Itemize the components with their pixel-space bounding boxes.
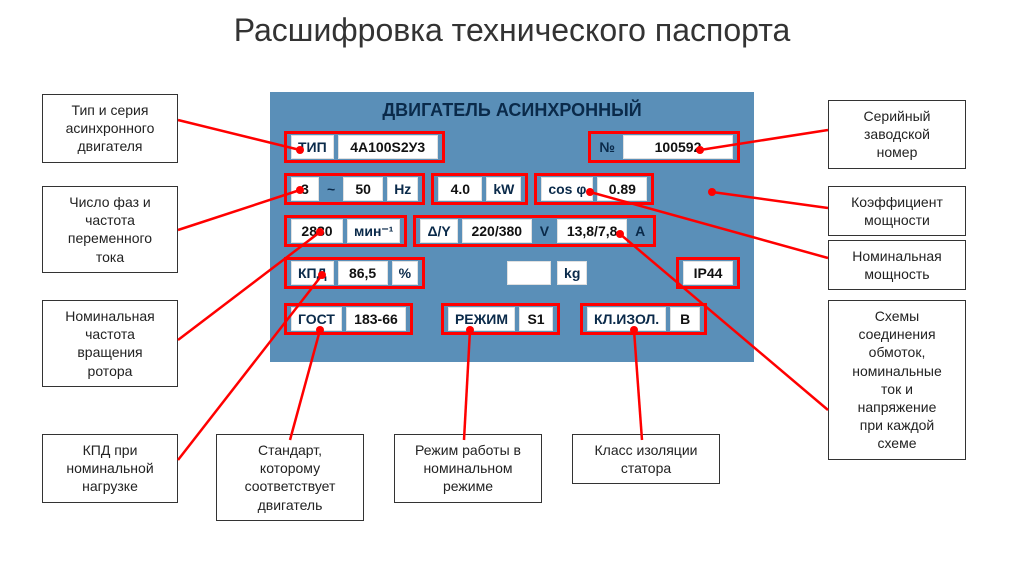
freq-value: 50 [343, 177, 383, 201]
gost-group: ГОСТ 183-66 [284, 303, 413, 335]
ip-group: IP44 [676, 257, 740, 289]
cosphi-group: cos φ 0.89 [534, 173, 654, 205]
callout-type: Тип и серияасинхронногодвигателя [42, 94, 178, 163]
callout-insulation: Класс изоляциистатора [572, 434, 720, 484]
insulation-value: B [670, 307, 700, 331]
ip-value: IP44 [683, 261, 733, 285]
motor-nameplate: ДВИГАТЕЛЬ АСИНХРОННЫЙ ТИП 4А100S2У3 № 10… [270, 92, 754, 362]
callout-rpm: Номинальнаячастотавращенияротора [42, 300, 178, 387]
amps-unit: A [631, 219, 649, 243]
callout-serial: Серийныйзаводскойномер [828, 100, 966, 169]
power-group: 4.0 kW [431, 173, 528, 205]
callout-mode: Режим работы вноминальномрежиме [394, 434, 542, 503]
efficiency-label: КПД [291, 261, 334, 285]
efficiency-value: 86,5 [338, 261, 388, 285]
mode-group: РЕЖИМ S1 [441, 303, 560, 335]
efficiency-group: КПД 86,5 % [284, 257, 425, 289]
type-group: ТИП 4А100S2У3 [284, 131, 445, 163]
power-value: 4.0 [438, 177, 482, 201]
phase-freq-group: 3 ~ 50 Hz [284, 173, 425, 205]
type-label: ТИП [291, 135, 334, 159]
amps-value: 13,8/7,8 [557, 219, 627, 243]
plate-row-4: КПД 86,5 % kg IP44 [284, 257, 740, 289]
plate-row-3: 2880 мин⁻¹ Δ/Y 220/380 V 13,8/7,8 A [284, 215, 740, 247]
power-unit: kW [486, 177, 521, 201]
cosphi-value: 0.89 [597, 177, 647, 201]
rpm-unit: мин⁻¹ [347, 219, 400, 243]
cosphi-label: cos φ [541, 177, 593, 201]
tilde-icon: ~ [323, 177, 339, 201]
efficiency-unit: % [392, 261, 418, 285]
insulation-group: КЛ.ИЗОЛ. B [580, 303, 707, 335]
plate-row-1: ТИП 4А100S2У3 № 100592 [284, 131, 740, 163]
plate-row-5: ГОСТ 183-66 РЕЖИМ S1 КЛ.ИЗОЛ. B [284, 303, 740, 335]
plate-title: ДВИГАТЕЛЬ АСИНХРОННЫЙ [284, 100, 740, 121]
phases-value: 3 [291, 177, 319, 201]
page-title: Расшифровка технического паспорта [0, 0, 1024, 49]
voltage-value: 220/380 [462, 219, 532, 243]
connection-value: Δ/Y [420, 219, 457, 243]
serial-group: № 100592 [588, 131, 740, 163]
voltage-unit: V [536, 219, 553, 243]
insulation-label: КЛ.ИЗОЛ. [587, 307, 666, 331]
serial-value: 100592 [623, 135, 733, 159]
connection-group: Δ/Y 220/380 V 13,8/7,8 A [413, 215, 656, 247]
gost-label: ГОСТ [291, 307, 342, 331]
rpm-value: 2880 [291, 219, 343, 243]
weight-unit: kg [557, 261, 587, 285]
callout-phases: Число фаз ичастотапеременноготока [42, 186, 178, 273]
callout-connection: Схемысоединенияобмоток,номинальныеток ин… [828, 300, 966, 460]
serial-label: № [595, 135, 619, 159]
freq-unit: Hz [387, 177, 418, 201]
mode-label: РЕЖИМ [448, 307, 515, 331]
callout-power: Номинальнаямощность [828, 240, 966, 290]
rpm-group: 2880 мин⁻¹ [284, 215, 407, 247]
callout-gost: Стандарт,которомусоответствуетдвигатель [216, 434, 364, 521]
type-value: 4А100S2У3 [338, 135, 438, 159]
plate-row-2: 3 ~ 50 Hz 4.0 kW cos φ 0.89 [284, 173, 740, 205]
callout-cosphi: Коэффициентмощности [828, 186, 966, 236]
weight-value [507, 261, 551, 285]
mode-value: S1 [519, 307, 553, 331]
callout-efficiency: КПД приноминальнойнагрузке [42, 434, 178, 503]
gost-value: 183-66 [346, 307, 406, 331]
